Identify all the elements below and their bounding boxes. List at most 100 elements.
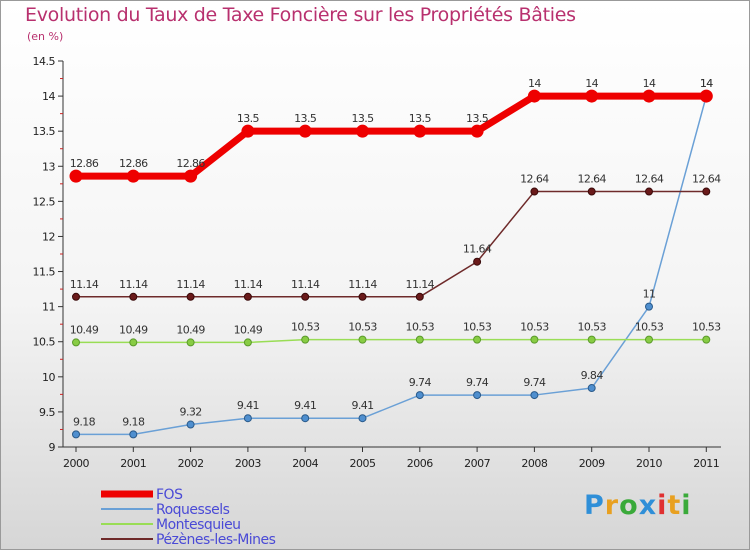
data-point-montesquieu [702,335,711,344]
data-label-montesquieu: 10.49 [119,323,148,336]
data-label-fos: 13.5 [237,112,260,125]
data-label-fos: 12.86 [70,157,99,170]
data-point-pezenes [358,292,367,301]
data-point-roquessels [587,384,596,393]
data-point-fos [585,89,599,103]
data-label-fos: 14 [528,77,541,90]
data-label-montesquieu: 10.53 [406,321,435,334]
data-point-pezenes [473,257,482,266]
x-tick-label: 2009 [579,457,605,470]
data-point-montesquieu [243,338,252,347]
series-line-pezenes [76,190,707,298]
data-label-roquessels: 9.41 [237,399,259,412]
data-label-montesquieu: 10.49 [70,323,99,336]
data-label-pezenes: 12.64 [692,173,721,186]
x-tick-label: 2010 [636,457,662,470]
data-label-pezenes: 12.64 [520,173,549,186]
data-label-roquessels: 9.84 [581,369,604,382]
x-tick-label: 2007 [464,457,490,470]
y-tick-label: 9.5 [39,406,55,419]
legend-label-montesquieu: Montesquieu [156,517,241,533]
data-point-pezenes [129,292,138,301]
data-label-montesquieu: 10.53 [635,321,664,334]
chart-axes: 9 9.5 10 10.5 11 11.5 12 12.5 13 13.5 14 14.5 2000 20… [33,55,721,470]
data-label-roquessels: 9.32 [180,406,202,419]
data-label-roquessels: 9.74 [523,376,546,389]
data-label-fos: 14 [643,77,656,90]
data-label-pezenes: 12.64 [635,173,664,186]
data-point-fos [356,124,369,138]
data-point-fos [126,169,140,183]
series-line-fos [76,92,707,180]
data-point-montesquieu [186,338,195,347]
data-point-fos [184,169,198,183]
data-point-montesquieu [415,335,424,344]
data-label-montesquieu: 10.49 [234,323,263,336]
data-point-pezenes [530,187,539,196]
data-label-fos: 13.5 [294,112,317,125]
data-point-montesquieu [473,335,482,344]
x-tick-label: 2000 [63,457,89,470]
data-label-pezenes: 11.14 [176,278,205,291]
chart-legend: FOSRoquesselsMontesquieuPézènes-les-Mine… [101,487,276,548]
data-label-fos: 14 [700,77,713,90]
data-point-montesquieu [530,335,539,344]
data-label-pezenes: 11.64 [463,243,492,256]
data-point-fos [470,124,484,138]
logo-letter: x [638,490,658,521]
data-label-pezenes: 11.14 [70,278,99,291]
data-label-pezenes: 11.14 [119,278,148,291]
y-tick-label: 12.5 [33,195,56,208]
data-label-fos: 13.5 [351,112,374,125]
y-tick-label: 10.5 [33,336,56,349]
series-roquessels [72,92,711,439]
logo-letter: t [667,490,682,521]
data-label-fos: 12.86 [176,157,205,170]
data-point-fos [699,89,713,103]
data-point-pezenes [645,187,653,196]
data-label-roquessels: 9.18 [122,415,145,428]
y-tick-label: 14 [42,90,55,103]
data-point-pezenes [415,292,424,301]
chart-title: Evolution du Taux de Taxe Foncière sur l… [25,4,576,26]
y-tick-label: 11 [42,301,55,314]
legend-label-pezenes: Pézènes-les-Mines [156,532,276,548]
data-label-fos: 13.5 [466,112,489,125]
data-label-pezenes: 11.14 [234,278,263,291]
y-tick-label: 13.5 [33,125,56,138]
series-pezenes [72,187,711,301]
data-label-montesquieu: 10.53 [348,321,377,334]
data-point-roquessels [415,391,424,400]
data-point-roquessels [530,391,539,400]
data-point-montesquieu [301,335,310,344]
data-point-pezenes [702,187,711,196]
data-label-pezenes: 11.14 [348,278,377,291]
data-point-roquessels [301,414,310,423]
data-point-fos [527,89,541,103]
data-label-montesquieu: 10.53 [577,321,606,334]
x-tick-label: 2011 [693,457,719,470]
series-line-roquessels [76,95,708,436]
y-tick-label: 10 [42,371,55,384]
y-tick-label: 14.5 [33,55,56,68]
data-point-fos [413,124,427,138]
data-point-pezenes [72,292,80,301]
data-point-roquessels [72,430,80,439]
data-label-roquessels: 9.74 [409,376,432,389]
data-label-roquessels: 9.74 [466,376,489,389]
data-label-pezenes: 11.14 [291,278,320,291]
logo-letter: P [584,490,605,521]
data-label-montesquieu: 10.53 [463,321,492,334]
y-tick-label: 12 [42,230,55,243]
data-label-fos: 14 [585,77,598,90]
proxiti-logo: Proxiti [584,490,692,521]
data-label-montesquieu: 10.53 [291,321,320,334]
x-tick-label: 2006 [407,457,433,470]
data-point-montesquieu [587,335,596,344]
x-tick-label: 2008 [521,457,547,470]
data-label-fos: 12.86 [119,157,148,170]
data-label-montesquieu: 10.49 [176,323,205,336]
data-point-pezenes [301,292,310,301]
